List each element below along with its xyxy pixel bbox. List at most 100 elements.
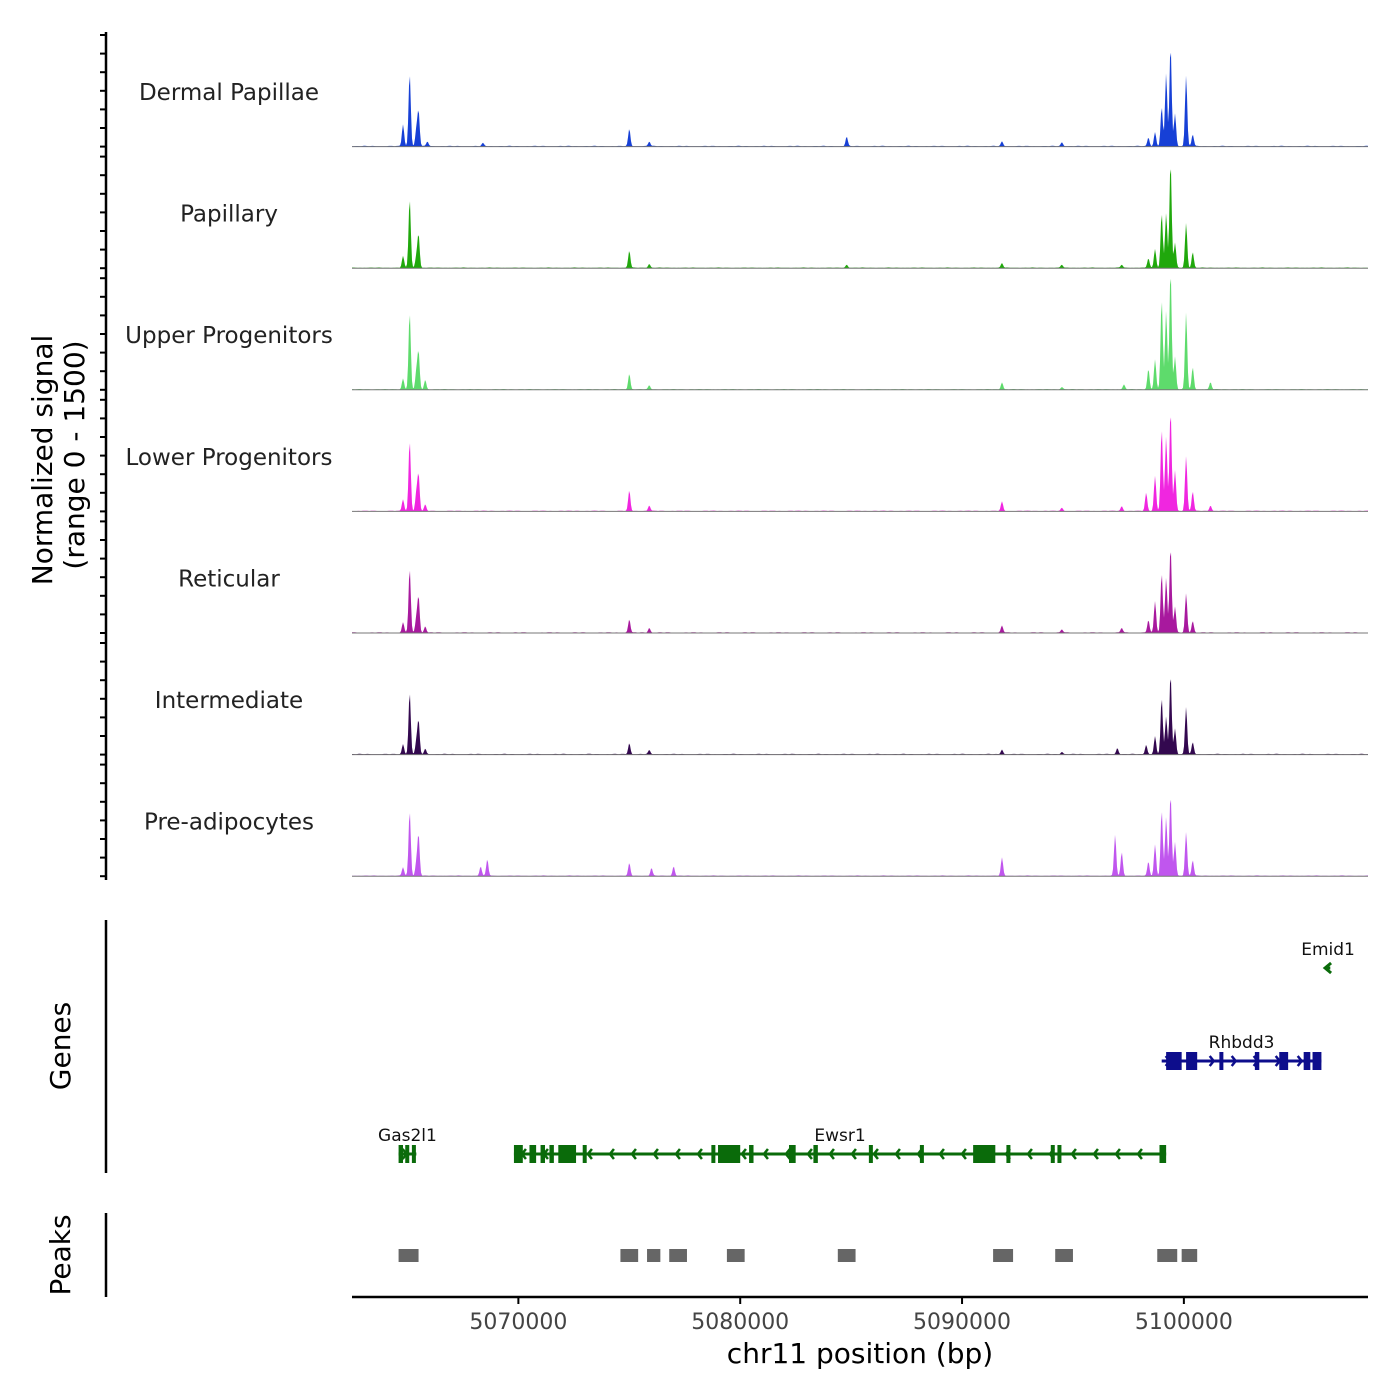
gene-label: Gas2l1 xyxy=(378,1126,437,1146)
track-label: Pre-adipocytes xyxy=(144,810,314,836)
peak-region xyxy=(993,1249,1014,1262)
x-tick-label: 5070000 xyxy=(469,1310,567,1335)
peak-region xyxy=(1157,1249,1178,1262)
gene-track: Gas2l1 Ewsr1 Rhbdd3 Emid1 xyxy=(104,920,1355,1173)
exon xyxy=(1254,1052,1260,1070)
x-axis: 5070000 5080000 5090000 5100000 xyxy=(352,1295,1368,1335)
strand-arrow xyxy=(740,1148,747,1160)
strand-arrow xyxy=(608,1148,615,1160)
exon xyxy=(582,1145,587,1163)
peak-region xyxy=(1055,1249,1073,1262)
strand-arrow xyxy=(938,1148,945,1160)
peak-region xyxy=(398,1249,419,1262)
exon xyxy=(1006,1145,1011,1163)
signal-area-reticular xyxy=(352,552,1368,633)
gene-gas2l1: Gas2l1 xyxy=(378,1126,437,1163)
exon xyxy=(973,1145,996,1163)
strand-arrow xyxy=(652,1148,659,1160)
signal-area-lower-progenitors xyxy=(352,417,1368,512)
exon xyxy=(1159,1145,1167,1163)
peak-region xyxy=(669,1249,687,1262)
peak-region xyxy=(726,1249,745,1262)
strand-arrow xyxy=(1026,1148,1033,1160)
strand-arrow xyxy=(630,1148,637,1160)
peak-region xyxy=(837,1249,856,1262)
signal-area-dermal-papillae xyxy=(352,52,1368,147)
y-axis-label-main: Normalized signal xyxy=(26,335,59,586)
strand-arrow xyxy=(850,1148,857,1160)
exon xyxy=(868,1145,873,1163)
track-label: Dermal Papillae xyxy=(139,80,319,106)
exon xyxy=(919,1145,924,1163)
gene-rhbdd3: Rhbdd3 xyxy=(1161,1033,1322,1070)
peak-region xyxy=(620,1249,639,1262)
strand-arrow xyxy=(586,1148,593,1160)
exon xyxy=(411,1145,416,1163)
x-tick-label: 5080000 xyxy=(691,1310,789,1335)
exon xyxy=(1303,1052,1311,1070)
track-reticular: Reticular xyxy=(100,520,1368,634)
strand-arrow xyxy=(1322,961,1333,975)
gene-label: Rhbdd3 xyxy=(1209,1033,1275,1053)
track-label: Papillary xyxy=(180,202,278,228)
signal-area-pre-adipocytes xyxy=(352,799,1368,877)
exon xyxy=(1186,1052,1198,1070)
exon xyxy=(398,1145,404,1163)
strand-arrow xyxy=(784,1148,791,1160)
track-dermal-papillae: Dermal Papillae xyxy=(100,34,1368,148)
signal-area-papillary xyxy=(352,169,1368,269)
strand-arrow xyxy=(696,1148,703,1160)
gene-label: Emid1 xyxy=(1301,940,1355,960)
peaks-panel-label: Peaks xyxy=(44,1214,77,1295)
x-axis-title: chr11 position (bp) xyxy=(727,1337,993,1370)
exon xyxy=(529,1145,537,1163)
strand-arrow xyxy=(1114,1148,1121,1160)
strand-arrow xyxy=(960,1148,967,1160)
track-label: Intermediate xyxy=(155,688,303,714)
strand-arrow xyxy=(674,1148,681,1160)
gene-ewsr1: Ewsr1 xyxy=(513,1126,1167,1163)
exon xyxy=(1057,1145,1062,1163)
exon xyxy=(1050,1145,1055,1163)
strand-arrow xyxy=(1136,1148,1143,1160)
x-tick-label: 5090000 xyxy=(913,1310,1011,1335)
exon xyxy=(549,1145,554,1163)
exon xyxy=(813,1145,818,1163)
exon xyxy=(1279,1052,1289,1070)
exon xyxy=(1312,1052,1322,1070)
strand-arrow xyxy=(806,1148,813,1160)
strand-arrow xyxy=(1296,1055,1304,1067)
peak-region xyxy=(1181,1249,1198,1262)
exon xyxy=(513,1145,523,1163)
exon xyxy=(540,1145,545,1163)
track-label: Upper Progenitors xyxy=(125,323,333,349)
strand-arrow xyxy=(762,1148,769,1160)
exon xyxy=(1166,1052,1182,1070)
exon xyxy=(711,1145,716,1163)
strand-arrow xyxy=(894,1148,901,1160)
peak-region xyxy=(647,1249,661,1262)
track-pre-adipocytes: Pre-adipocytes xyxy=(100,763,1368,878)
signal-area-upper-progenitors xyxy=(352,278,1368,390)
strand-arrow xyxy=(1208,1055,1216,1067)
strand-arrow xyxy=(1092,1148,1099,1160)
strand-arrow xyxy=(872,1148,879,1160)
exon xyxy=(718,1145,741,1163)
track-upper-progenitors: Upper Progenitors xyxy=(100,277,1368,391)
track-papillary: Papillary xyxy=(100,155,1368,270)
exon xyxy=(749,1145,754,1163)
coverage-tracks: Dermal Papillae Papillary Upper Progenitor… xyxy=(100,32,1368,880)
strand-arrow xyxy=(1230,1055,1238,1067)
track-label: Reticular xyxy=(178,566,280,592)
exon xyxy=(1219,1052,1224,1070)
track-label: Lower Progenitors xyxy=(126,445,333,471)
gene-label: Ewsr1 xyxy=(814,1126,865,1146)
signal-area-intermediate xyxy=(352,679,1368,755)
gene-emid1: Emid1 xyxy=(1301,940,1355,975)
strand-arrow xyxy=(828,1148,835,1160)
track-lower-progenitors: Lower Progenitors xyxy=(100,398,1368,513)
x-tick-label: 5100000 xyxy=(1135,1310,1233,1335)
strand-arrow xyxy=(1070,1148,1077,1160)
exon xyxy=(405,1145,410,1163)
